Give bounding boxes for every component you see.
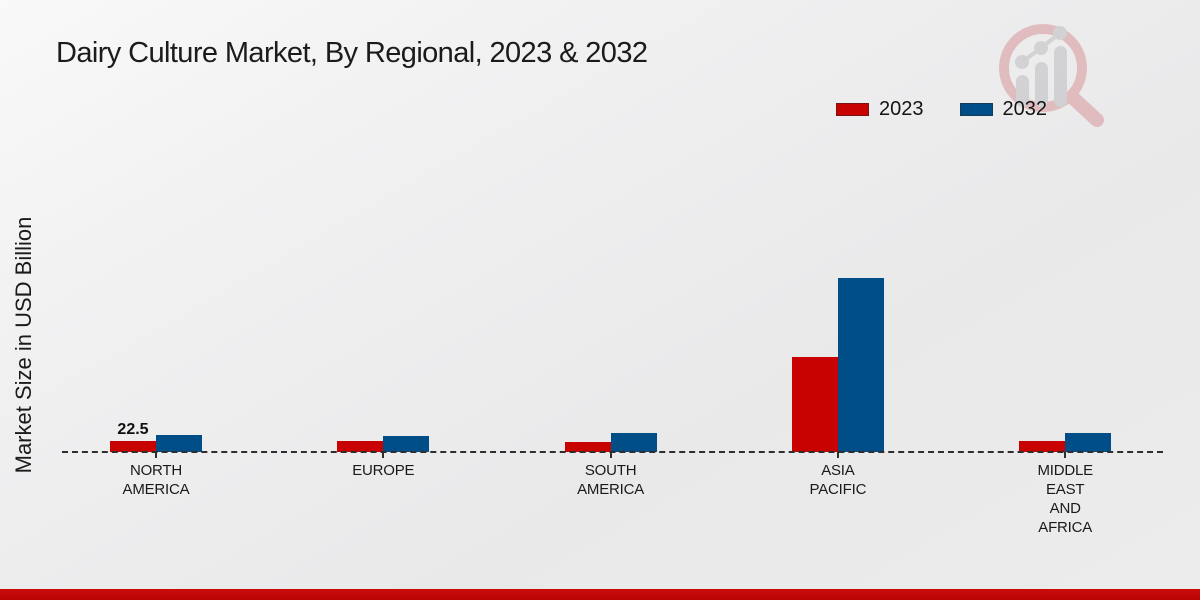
- magnifier-icon: [999, 24, 1104, 127]
- axis-tick-europe: [382, 452, 385, 458]
- bar-2032-asia-pacific: [837, 278, 884, 452]
- brand-watermark-logo: [999, 24, 1104, 127]
- chart-title: Dairy Culture Market, By Regional, 2023 …: [56, 37, 648, 69]
- bar-2023-middle-east-and-africa: [1019, 441, 1066, 452]
- bar-2032-europe: [383, 435, 430, 452]
- axis-tick-middle-east-and-africa: [1064, 452, 1067, 458]
- category-label-north-america: NORTH AMERICA: [122, 462, 190, 498]
- bar-2023-north-america: [110, 441, 156, 452]
- footer-red-strip: [0, 589, 1200, 600]
- axis-tick-north-america: [155, 452, 157, 458]
- axis-tick-asia-pacific: [836, 452, 839, 458]
- category-label-south-america: SOUTH AMERICA: [577, 462, 645, 498]
- bar-2023-europe: [337, 441, 384, 452]
- bar-2032-south-america: [610, 432, 657, 452]
- legend-swatch-2023: [836, 103, 869, 116]
- legend-item-2023: 2023: [836, 98, 924, 121]
- axis-tick-south-america: [609, 452, 612, 458]
- legend-swatch-2032: [959, 103, 993, 116]
- bar-chart-glyph: [1015, 26, 1067, 107]
- category-label-asia-pacific: ASIA PACIFIC: [809, 462, 867, 498]
- category-label-europe: EUROPE: [352, 462, 415, 479]
- legend-label-2023: 2023: [879, 98, 924, 120]
- bar-2032-middle-east-and-africa: [1065, 433, 1112, 452]
- legend: 2023 2032: [836, 98, 1047, 121]
- x-axis-baseline: [62, 451, 1163, 453]
- bar-2023-south-america: [564, 442, 611, 452]
- bar-2032-north-america: [156, 434, 202, 452]
- bar-value-label-2023-north-america: 22.5: [117, 421, 149, 438]
- legend-item-2032: 2032: [959, 98, 1048, 121]
- bar-2023-asia-pacific: [791, 356, 838, 452]
- legend-label-2032: 2032: [1002, 98, 1048, 120]
- category-label-middle-east-and-africa: MIDDLE EAST AND AFRICA: [1037, 462, 1093, 536]
- y-axis-label: Market Size in USD Billion: [11, 216, 36, 474]
